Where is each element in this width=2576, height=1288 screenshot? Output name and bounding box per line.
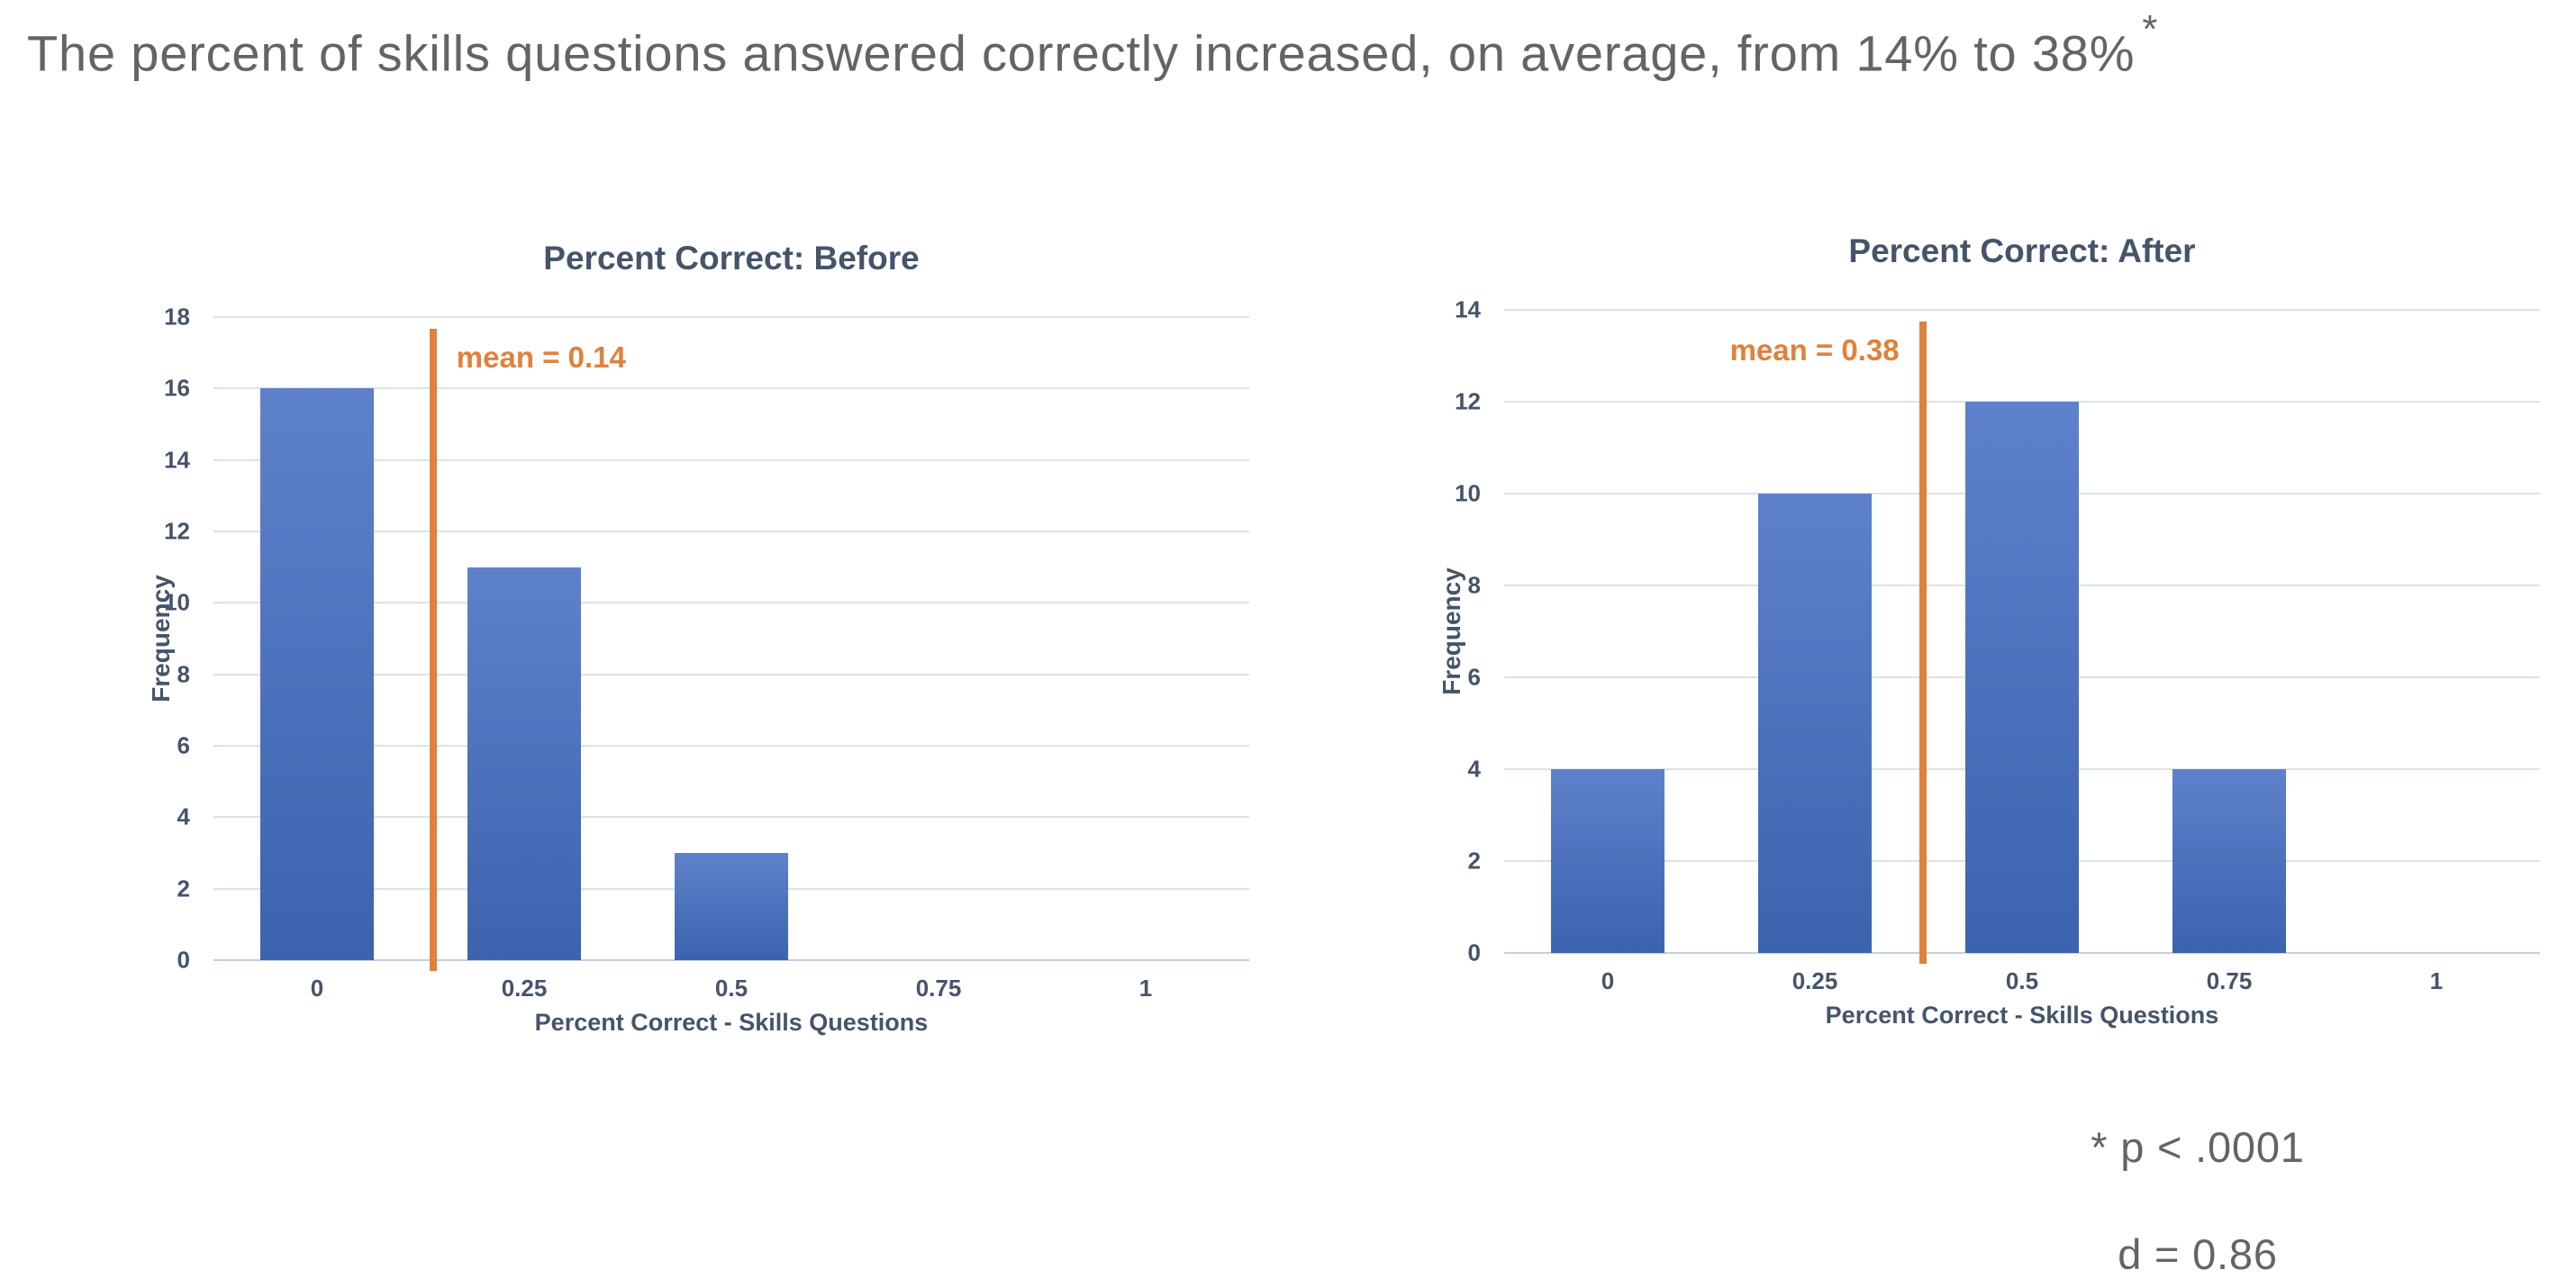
gridline <box>1504 309 2540 311</box>
bar <box>674 853 789 960</box>
footnote-effect-size: d = 0.86 <box>2118 1230 2278 1278</box>
gridline <box>213 673 1249 676</box>
y-axis-title: Frequency <box>1438 567 1465 695</box>
gridline <box>213 531 1249 532</box>
bar <box>1757 494 1873 953</box>
chart-percent-correct-after: Percent Correct: After Frequency 0 2 4 6 8 10… <box>1430 225 2567 1047</box>
bar <box>259 388 375 960</box>
y-tick-label: 6 <box>177 731 190 759</box>
y-tick-label: 2 <box>177 875 190 903</box>
mean-label: mean = 0.38 <box>1729 333 1900 367</box>
x-tick-label: 0.5 <box>2005 967 2039 994</box>
page-title: The percent of skills questions answered… <box>27 7 2558 83</box>
gridline <box>213 458 1249 461</box>
x-tick-label: 0 <box>1601 967 1615 994</box>
y-tick-label: 4 <box>177 803 190 830</box>
y-tick-label: 2 <box>1467 847 1481 875</box>
x-tick-label: 0.25 <box>1791 967 1838 994</box>
gridline <box>213 602 1249 604</box>
y-tick-label: 6 <box>1467 663 1481 691</box>
x-tick-label: 0.75 <box>915 975 962 1002</box>
bar <box>1964 402 2080 953</box>
mean-line <box>1918 322 1927 964</box>
x-tick-label: 0.75 <box>2206 967 2253 994</box>
gridline <box>213 745 1249 747</box>
y-tick-label: 14 <box>164 446 190 474</box>
chart-title: Percent Correct: Before <box>543 240 920 277</box>
y-tick-label: 0 <box>1467 939 1481 966</box>
x-tick-label: 0.25 <box>501 975 548 1002</box>
y-tick-label: 10 <box>1455 479 1481 507</box>
y-tick-label: 16 <box>164 374 190 402</box>
gridline <box>213 387 1249 390</box>
x-tick-label: 0.5 <box>714 975 748 1002</box>
bar <box>467 567 582 960</box>
chart-title: Percent Correct: After <box>1848 232 2196 269</box>
gridline <box>213 316 1249 318</box>
x-tick-label: 1 <box>2429 967 2444 994</box>
gridline <box>1504 952 2540 954</box>
page-title-asterisk: * <box>2142 6 2159 51</box>
x-axis-title: Percent Correct - Skills Questions <box>1825 1002 2219 1029</box>
page-title-text: The percent of skills questions answered… <box>27 24 2136 82</box>
footnotes: * p < .0001 d = 0.86 <box>1964 1122 2432 1279</box>
plot-area: 0 2 4 6 8 10 12 14 mean = 0.38 <box>1455 296 2540 966</box>
y-tick-label: 12 <box>1455 387 1481 415</box>
mean-line <box>429 329 437 971</box>
y-tick-label: 8 <box>1467 571 1481 599</box>
y-tick-label: 8 <box>177 660 190 688</box>
y-tick-label: 18 <box>164 303 190 331</box>
x-tick-labels: 0 0.25 0.5 0.75 1 <box>1504 967 2540 998</box>
y-tick-label: 0 <box>177 946 190 974</box>
bar <box>1550 769 1665 953</box>
x-axis-title: Percent Correct - Skills Questions <box>534 1009 929 1036</box>
y-tick-label: 10 <box>164 588 190 616</box>
footnote-pvalue: * p < .0001 <box>2091 1123 2305 1171</box>
gridline <box>213 959 1249 961</box>
gridline <box>213 816 1249 819</box>
y-tick-label: 4 <box>1467 755 1481 783</box>
x-tick-label: 0 <box>310 975 324 1002</box>
mean-label: mean = 0.14 <box>456 340 626 374</box>
y-tick-label: 14 <box>1455 295 1481 323</box>
bar <box>2172 769 2287 953</box>
x-tick-labels: 0 0.25 0.5 0.75 1 <box>213 975 1249 1005</box>
y-tick-label: 12 <box>164 517 190 545</box>
plot-area: 0 2 4 6 8 10 12 14 16 18 mean = 0.14 <box>164 304 1249 974</box>
x-tick-label: 1 <box>1138 975 1153 1002</box>
